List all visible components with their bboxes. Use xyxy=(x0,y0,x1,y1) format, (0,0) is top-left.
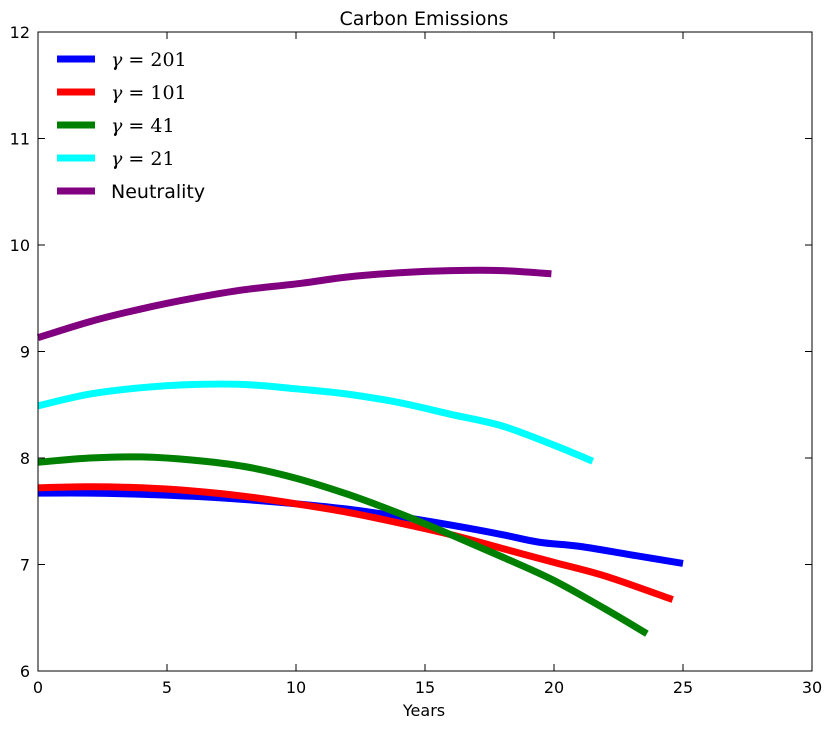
series-line-4 xyxy=(36,266,552,342)
legend-label: γ = 21 xyxy=(111,148,175,170)
legend-label: Neutrality xyxy=(111,181,205,203)
legend-label: γ = 101 xyxy=(111,82,187,104)
axis-ticks xyxy=(37,31,813,672)
x-tick-labels: 0 5 10 15 20 25 30 xyxy=(33,678,822,697)
x-tick-label: 5 xyxy=(162,678,172,697)
series-line-0 xyxy=(37,489,684,567)
y-tick-label: 12 xyxy=(10,23,30,42)
y-tick-label: 10 xyxy=(10,236,30,255)
series-line-2 xyxy=(37,453,649,637)
series-line-1 xyxy=(37,483,674,603)
x-tick-label: 15 xyxy=(415,678,435,697)
legend: γ = 201 γ = 101 γ = 41 γ = 21 Neutrality xyxy=(57,49,205,203)
y-tick-labels: 6 7 8 9 10 11 12 xyxy=(10,23,30,681)
x-axis-label: Years xyxy=(402,701,445,720)
series-lines xyxy=(36,266,684,637)
chart-title: Carbon Emissions xyxy=(340,8,509,30)
x-tick-label: 0 xyxy=(33,678,43,697)
series-line-3 xyxy=(37,380,595,465)
y-tick-label: 9 xyxy=(20,343,30,362)
y-tick-label: 6 xyxy=(20,662,30,681)
x-tick-label: 10 xyxy=(286,678,306,697)
y-tick-label: 8 xyxy=(20,449,30,468)
x-tick-label: 20 xyxy=(544,678,564,697)
legend-label: γ = 41 xyxy=(111,115,175,137)
x-tick-label: 30 xyxy=(802,678,822,697)
y-tick-label: 7 xyxy=(20,556,30,575)
legend-label: γ = 201 xyxy=(111,49,187,71)
x-tick-label: 25 xyxy=(673,678,693,697)
y-tick-label: 11 xyxy=(10,130,30,149)
